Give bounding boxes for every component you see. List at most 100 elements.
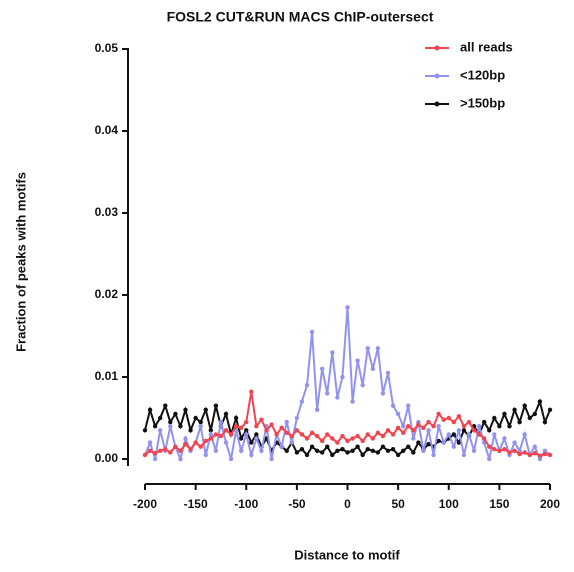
data-point xyxy=(456,440,462,445)
data-point xyxy=(228,456,234,462)
data-point xyxy=(395,452,401,458)
data-point xyxy=(446,432,451,437)
data-point xyxy=(537,399,543,404)
data-point xyxy=(294,428,300,433)
data-point xyxy=(517,419,522,425)
data-point xyxy=(456,428,462,433)
data-point xyxy=(497,448,502,453)
data-point xyxy=(451,444,457,449)
data-point xyxy=(183,442,188,447)
data-point xyxy=(502,411,507,417)
data-point xyxy=(244,419,249,425)
data-point xyxy=(198,424,203,429)
data-point xyxy=(345,305,350,310)
y-tick-label: 0.02 xyxy=(95,287,119,301)
legend-marker xyxy=(434,73,440,79)
data-point xyxy=(304,452,310,458)
data-point xyxy=(178,448,183,453)
data-point xyxy=(304,383,310,388)
data-point xyxy=(400,430,406,435)
data-point xyxy=(390,403,396,408)
data-point xyxy=(168,424,173,429)
data-point xyxy=(254,432,259,437)
data-point xyxy=(532,444,538,449)
data-point xyxy=(431,452,436,458)
data-point xyxy=(421,448,426,453)
data-point xyxy=(289,440,295,445)
data-point xyxy=(340,446,345,452)
data-point xyxy=(340,433,345,439)
data-point xyxy=(238,448,244,453)
data-point xyxy=(314,407,320,412)
data-point xyxy=(340,374,345,380)
data-point xyxy=(203,407,208,412)
y-tick-label: 0.03 xyxy=(95,205,119,219)
data-point xyxy=(213,448,219,453)
data-point xyxy=(259,417,264,422)
data-point xyxy=(360,438,365,444)
data-point xyxy=(512,440,517,445)
data-point xyxy=(168,450,173,455)
data-point xyxy=(350,448,355,453)
data-point xyxy=(264,428,269,433)
data-point xyxy=(466,432,472,437)
data-point xyxy=(147,407,153,412)
y-tick-label: 0.05 xyxy=(95,41,119,55)
data-point xyxy=(370,366,376,371)
data-point xyxy=(319,438,325,444)
data-point xyxy=(507,424,512,429)
data-point xyxy=(522,432,527,437)
data-point xyxy=(335,440,340,445)
data-point xyxy=(183,407,188,412)
data-point xyxy=(426,428,431,433)
data-point xyxy=(254,436,259,441)
data-point xyxy=(294,415,300,421)
data-point xyxy=(142,428,148,433)
x-tick-label: 0 xyxy=(344,497,351,511)
data-point xyxy=(249,440,254,445)
data-point xyxy=(492,446,497,452)
x-tick-label: 200 xyxy=(540,497,560,511)
data-point xyxy=(142,452,148,458)
data-point xyxy=(446,415,451,421)
x-tick-label: 100 xyxy=(439,497,459,511)
data-point xyxy=(163,446,168,452)
legend-label: >150bp xyxy=(460,95,505,110)
data-point xyxy=(385,428,391,433)
data-point xyxy=(183,436,188,441)
data-point xyxy=(152,451,158,456)
x-tick-label: -200 xyxy=(133,497,157,511)
data-point xyxy=(188,428,193,433)
legend-marker xyxy=(434,101,440,107)
data-point xyxy=(471,448,477,453)
data-point xyxy=(198,444,203,449)
data-point xyxy=(436,438,441,444)
data-point xyxy=(152,424,158,429)
data-point xyxy=(345,450,350,455)
data-point xyxy=(238,436,244,441)
data-point xyxy=(208,428,214,433)
data-point xyxy=(330,436,335,441)
data-point xyxy=(284,419,289,425)
data-point xyxy=(380,433,386,439)
data-point xyxy=(299,432,305,437)
data-point xyxy=(208,432,214,437)
data-point xyxy=(193,440,198,445)
legend-label: <120bp xyxy=(460,67,505,82)
data-point xyxy=(461,424,467,429)
data-point xyxy=(380,444,386,449)
data-point xyxy=(218,433,224,439)
data-point xyxy=(309,444,315,449)
data-point xyxy=(512,407,517,412)
data-point xyxy=(512,448,517,453)
data-point xyxy=(502,446,507,452)
data-point xyxy=(269,422,274,427)
data-point xyxy=(375,346,381,351)
data-point xyxy=(400,424,406,429)
data-point xyxy=(390,432,396,437)
data-point xyxy=(178,456,183,462)
data-point xyxy=(547,452,553,458)
data-point xyxy=(497,424,502,429)
data-point xyxy=(198,419,203,425)
